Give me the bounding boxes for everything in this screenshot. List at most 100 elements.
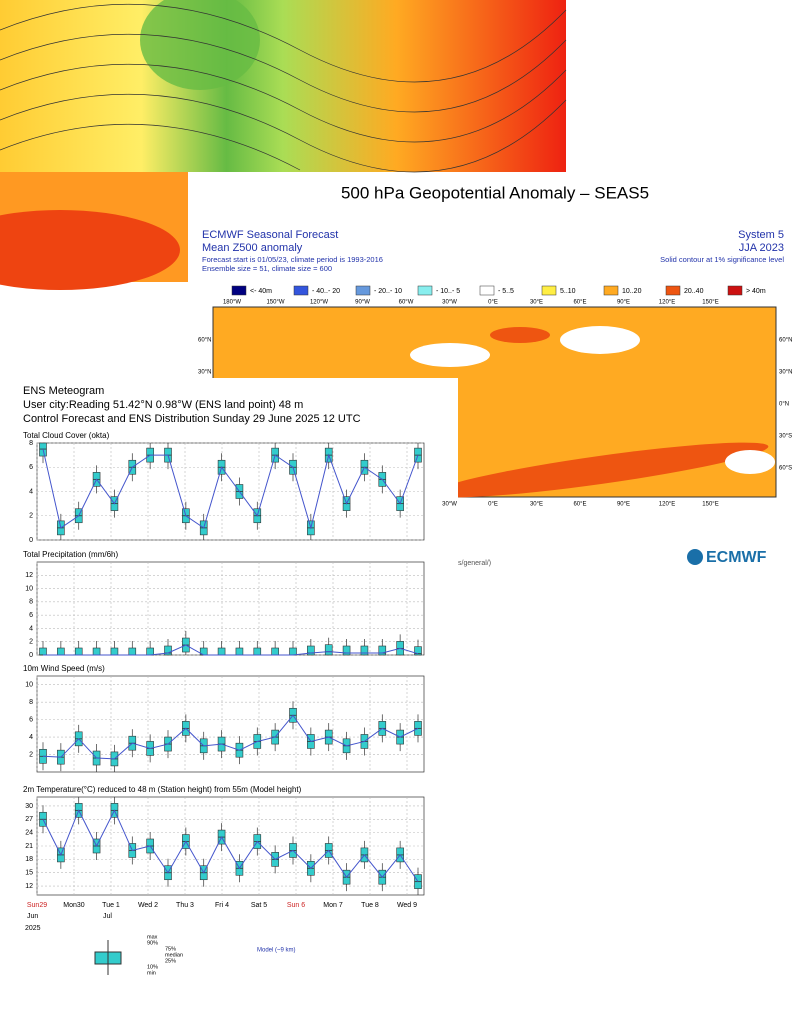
y-tick-label: 4 — [29, 625, 33, 632]
y-tick-label: 30 — [25, 803, 33, 810]
legend-label: 20..40 — [684, 288, 704, 295]
lat-label: 30°N — [779, 370, 792, 376]
y-tick-label: 2 — [29, 513, 33, 520]
map-anomaly — [490, 327, 550, 343]
box — [217, 647, 226, 656]
lat-label: 0°N — [779, 402, 789, 408]
lon-label: 30°W — [442, 502, 457, 508]
lon-label: 30°W — [442, 300, 457, 306]
box — [39, 647, 47, 656]
info: Ensemble size = 51, climate size = 600 — [202, 264, 332, 273]
legend-swatch — [355, 285, 371, 296]
y-tick-label: 12 — [25, 572, 33, 579]
control-line — [43, 644, 419, 656]
note: Solid contour at 1% significance level — [660, 255, 784, 264]
y-tick-label: 21 — [25, 843, 33, 850]
lat-label: 60°S — [779, 466, 792, 472]
year: 2025 — [25, 925, 41, 932]
y-tick-label: 8 — [29, 699, 33, 706]
month: Jun — [27, 913, 38, 920]
header-right: System 5 — [738, 229, 784, 241]
lon-label: 30°E — [530, 502, 543, 508]
lon-label: 0°E — [488, 300, 498, 306]
y-tick-label: 4 — [29, 734, 33, 741]
legend-label: 10..20 — [622, 288, 642, 295]
y-tick-label: 10 — [25, 585, 33, 592]
legend-label: - 10..- 5 — [436, 288, 460, 295]
day-label: Wed 9 — [397, 902, 417, 909]
day-label: Sat 5 — [251, 902, 267, 909]
y-tick-label: 8 — [29, 599, 33, 606]
y-tick-label: 15 — [25, 870, 33, 877]
map-anomaly — [140, 0, 260, 90]
y-tick-label: 6 — [29, 612, 33, 619]
legend-swatch — [293, 285, 309, 296]
seasonal-title: 500 hPa Geopotential Anomaly – SEAS5 — [341, 183, 649, 202]
meteogram-title: ENS Meteogram — [23, 385, 104, 397]
map-anomaly — [560, 326, 640, 354]
lon-label: 150°W — [266, 300, 284, 306]
legend-label: > 40m — [746, 288, 766, 295]
day-label: Sun29 — [27, 902, 47, 909]
day-label: Wed 2 — [138, 902, 158, 909]
day-label: Thu 3 — [176, 902, 194, 909]
panel-title: Total Precipitation (mm/6h) — [23, 550, 118, 559]
lat-label: 60°N — [198, 338, 211, 344]
box — [128, 647, 137, 656]
header-left: ECMWF Seasonal Forecast — [202, 229, 338, 241]
y-tick-label: 4 — [29, 488, 33, 495]
panel-title: Total Cloud Cover (okta) — [23, 431, 110, 440]
map-anomaly — [410, 343, 490, 367]
info: Forecast start is 01/05/23, climate peri… — [202, 255, 383, 264]
box — [289, 647, 297, 656]
lon-label: 90°E — [617, 300, 630, 306]
logo-icon — [687, 549, 703, 565]
lon-label: 60°E — [573, 300, 586, 306]
lon-label: 150°E — [702, 502, 718, 508]
header-right: JJA 2023 — [739, 242, 784, 254]
key-label: 25% — [165, 958, 176, 964]
box — [164, 645, 172, 656]
y-tick-label: 27 — [25, 816, 33, 823]
key-label: max — [147, 934, 158, 940]
y-tick-label: 2 — [29, 639, 33, 646]
lon-label: 0°E — [488, 502, 498, 508]
meteogram-subtitle: Control Forecast and ENS Distribution Su… — [23, 413, 361, 425]
legend-swatch — [417, 285, 433, 296]
lon-label: 120°W — [310, 300, 328, 306]
lon-label: 30°E — [530, 300, 543, 306]
y-tick-label: 18 — [25, 856, 33, 863]
contours — [0, 3, 567, 173]
legend-swatch — [231, 285, 247, 296]
y-tick-label: 0 — [29, 652, 33, 659]
box — [414, 646, 422, 656]
box — [92, 647, 101, 656]
map-anomaly — [431, 442, 769, 498]
footer: s/general/) — [458, 560, 491, 567]
y-tick-label: 0 — [29, 537, 33, 544]
legend-swatch — [665, 285, 681, 296]
legend-swatch — [541, 285, 557, 296]
y-tick-label: 6 — [29, 464, 33, 471]
box — [110, 647, 119, 656]
lon-label: 150°E — [702, 300, 718, 306]
box — [146, 647, 154, 656]
box — [342, 645, 351, 656]
box — [57, 647, 65, 656]
month: Jul — [103, 913, 112, 920]
box — [324, 644, 333, 656]
map-anomaly — [0, 210, 180, 290]
lon-label: 90°W — [355, 300, 370, 306]
box — [253, 647, 262, 656]
control-line — [42, 448, 419, 530]
day-label: Tue 8 — [361, 902, 379, 909]
lon-label: 180°W — [223, 300, 241, 306]
logo: ECMWF — [706, 549, 767, 566]
day-label: Fri 4 — [215, 902, 229, 909]
box — [271, 647, 279, 656]
legend-swatch — [603, 285, 619, 296]
legend-label: <- 40m — [250, 288, 272, 295]
legend-label: - 20..- 10 — [374, 288, 402, 295]
day-label: Tue 1 — [102, 902, 120, 909]
